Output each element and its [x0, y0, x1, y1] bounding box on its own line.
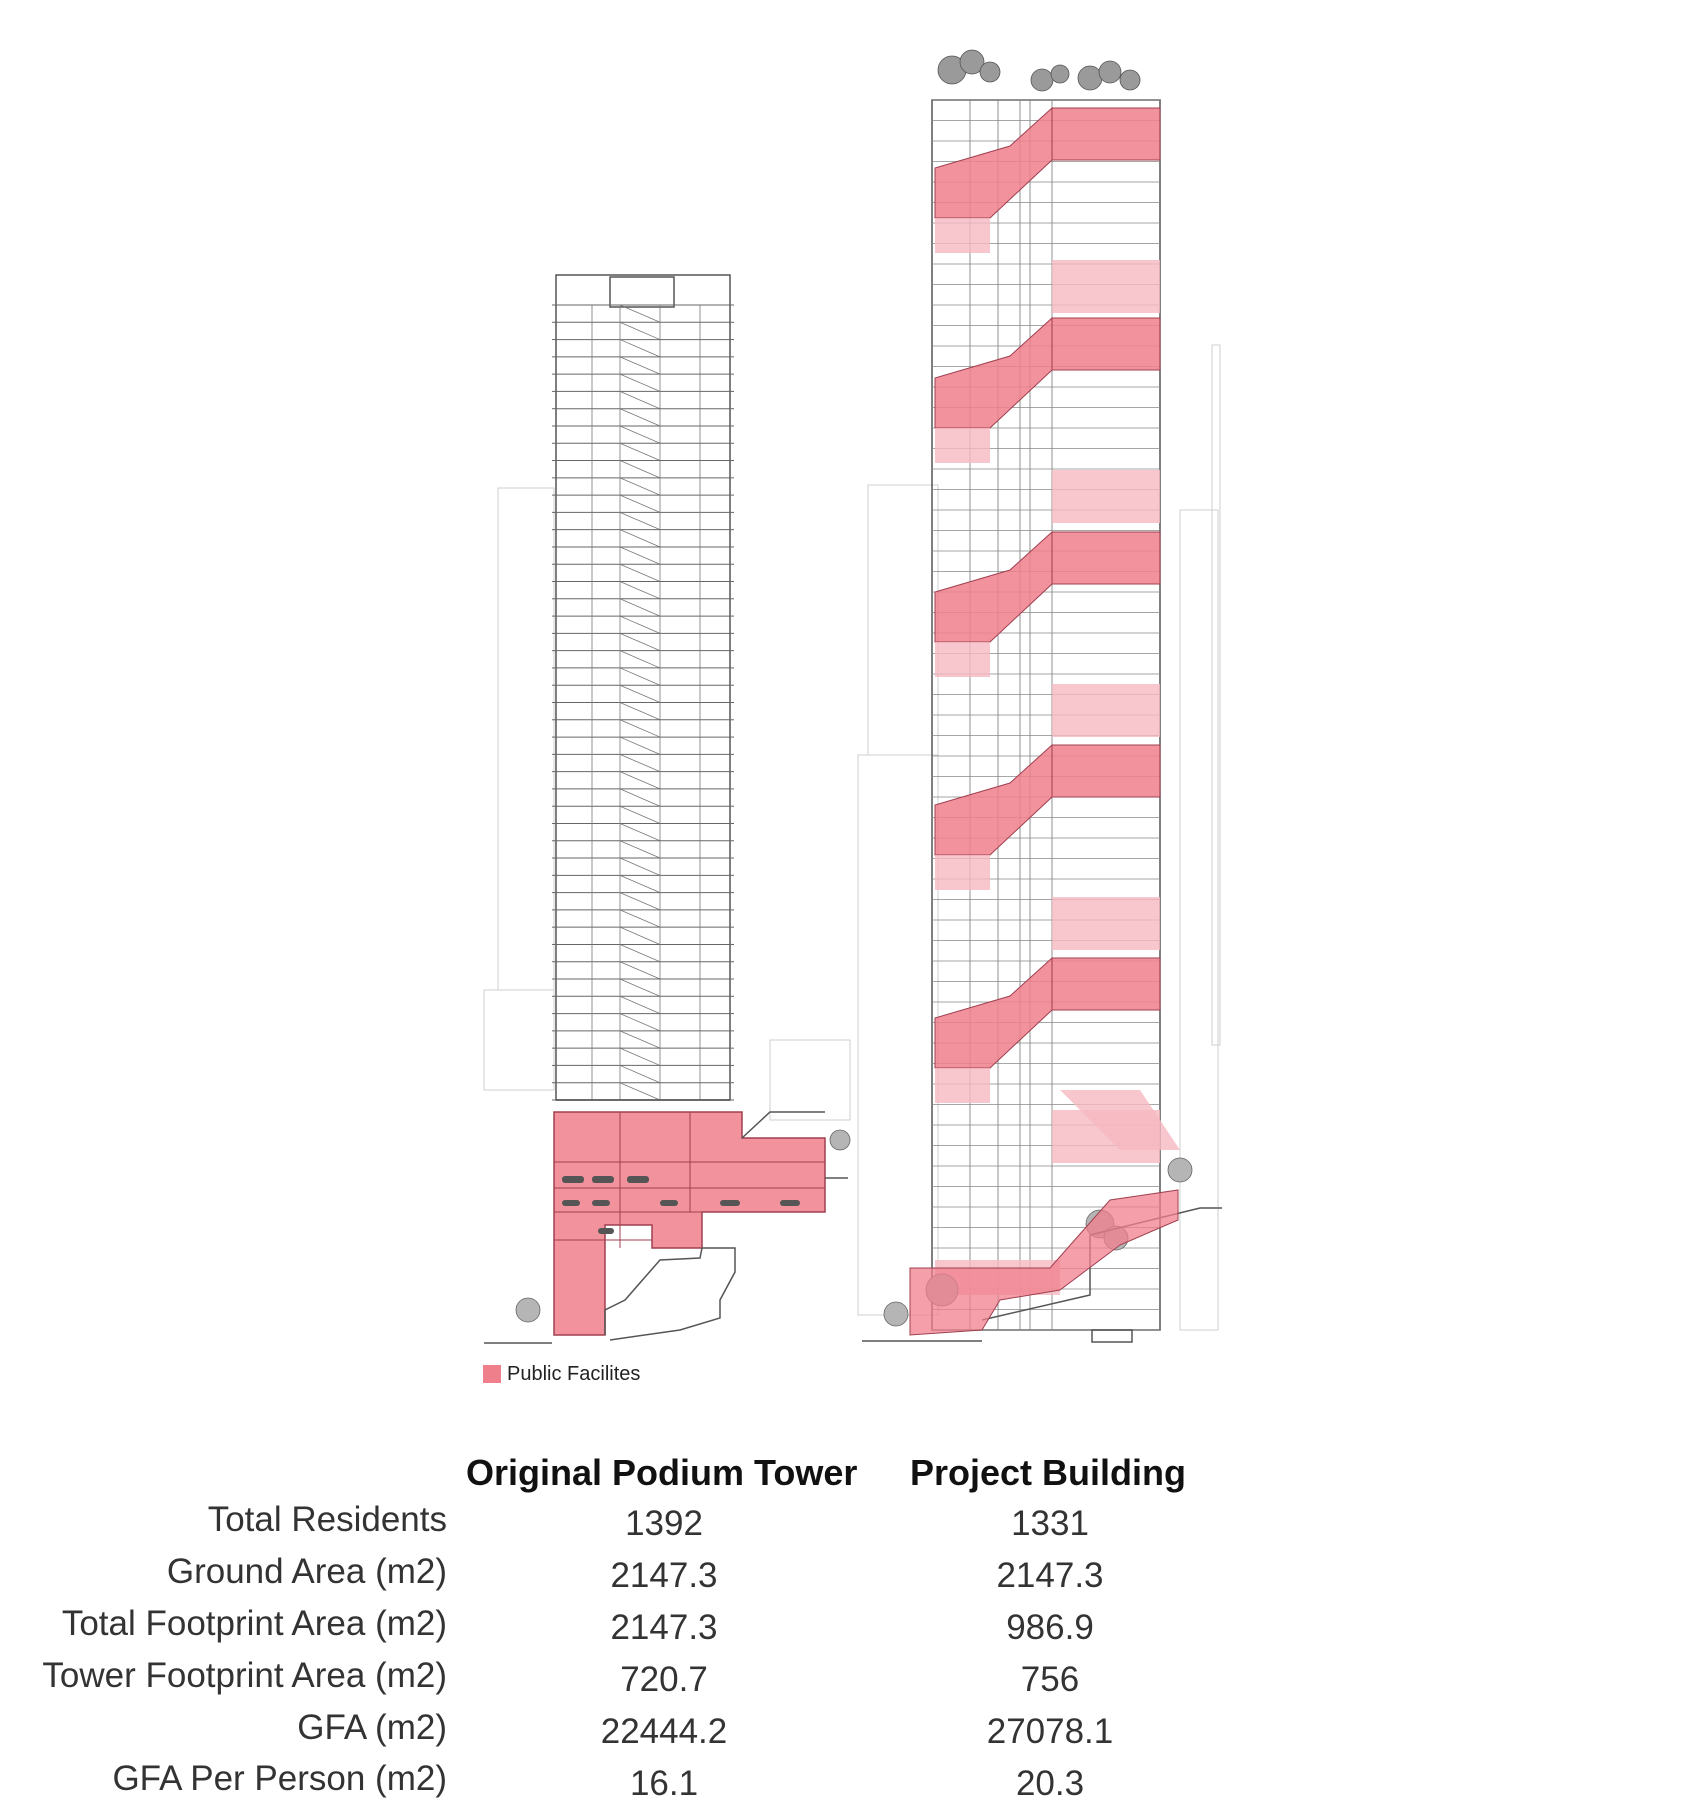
table-cell: 27078.1 [986, 1712, 1114, 1751]
project-building-section [931, 99, 1180, 1331]
table-cell: 720.7 [620, 1660, 708, 1699]
column-header-project: Project Building [910, 1452, 1187, 1493]
table-cell: 2147.3 [610, 1608, 718, 1647]
table-cell: 16.1 [629, 1764, 699, 1803]
table-cell: 2147.3 [996, 1556, 1104, 1595]
legend: Public Facilites [483, 1363, 640, 1385]
row-label: Tower Footprint Area (m2) [42, 1656, 447, 1695]
table-cell: 1331 [1011, 1504, 1089, 1543]
legend-label: Public Facilites [507, 1362, 641, 1385]
table-cell: 756 [1020, 1660, 1080, 1699]
table-cell: 22444.2 [600, 1712, 728, 1751]
row-label: Total Residents [207, 1500, 447, 1539]
roof-trees [937, 49, 1141, 92]
table-cell: 1392 [625, 1504, 703, 1543]
row-label: Ground Area (m2) [166, 1552, 447, 1591]
background-buildings-right [857, 344, 1221, 1331]
row-label: GFA Per Person (m2) [112, 1759, 447, 1798]
background-buildings-left [483, 487, 851, 1121]
original-podium-tower-section [552, 274, 734, 1101]
row-label: GFA (m2) [297, 1708, 447, 1747]
table-cell: 986.9 [1006, 1608, 1094, 1647]
table-cell: 2147.3 [610, 1556, 718, 1595]
table-cell: 20.3 [1015, 1764, 1085, 1803]
building-sections-drawing [483, 49, 1222, 1344]
legend-swatch-public-facilities [483, 1365, 501, 1383]
column-header-original: Original Podium Tower [466, 1452, 858, 1493]
original-podium-basement [484, 1111, 848, 1344]
original-podium-public-facilities [553, 1111, 826, 1336]
project-base-public-facilities [909, 1189, 1179, 1336]
row-label: Total Footprint Area (m2) [61, 1604, 447, 1643]
